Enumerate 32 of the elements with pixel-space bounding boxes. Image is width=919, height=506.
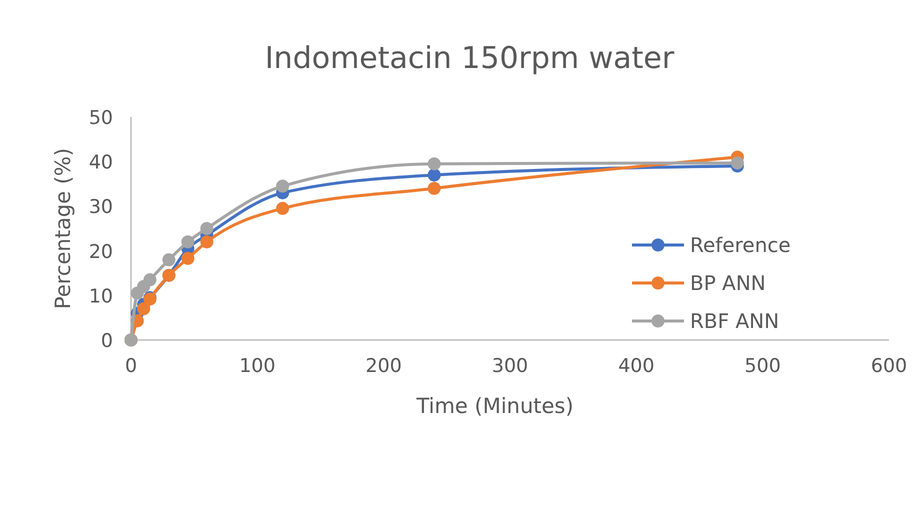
x-tick-label: 300 — [492, 355, 528, 377]
y-tick-label: 50 — [88, 107, 113, 129]
point — [428, 182, 441, 195]
y-tick-label: 0 — [100, 330, 113, 352]
point — [181, 252, 194, 265]
chart-title: Indometacin 150rpm water — [264, 41, 675, 76]
point — [428, 157, 441, 170]
y-tick-label: 30 — [88, 196, 113, 218]
point — [181, 235, 194, 248]
point — [428, 168, 441, 182]
x-tick-label: 0 — [124, 355, 138, 377]
x-tick-label: 500 — [744, 355, 781, 377]
point — [137, 302, 150, 316]
legend-label: RBF ANN — [690, 309, 780, 333]
y-axis-title: Percentage (%) — [51, 148, 75, 310]
x-tick-label: 600 — [870, 355, 908, 377]
point — [200, 235, 214, 248]
y-tick-label: 10 — [88, 285, 113, 308]
x-tick-label: 100 — [239, 355, 276, 377]
x-axis-title: Time (Minutes) — [415, 394, 574, 418]
x-tick-label: 400 — [618, 355, 654, 377]
y-tick-label: 40 — [88, 152, 113, 174]
legend-label: BP ANN — [690, 271, 766, 295]
x-tick-label: 200 — [366, 355, 402, 377]
point — [276, 180, 290, 193]
point — [730, 156, 744, 170]
y-tick-label: 20 — [88, 240, 113, 263]
legend-label: Reference — [690, 233, 791, 257]
point — [200, 222, 214, 235]
point — [162, 253, 176, 266]
point — [276, 202, 290, 215]
point — [143, 273, 156, 286]
